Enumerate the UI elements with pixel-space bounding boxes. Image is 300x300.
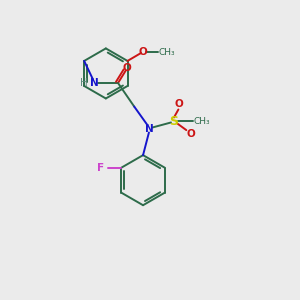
Text: CH₃: CH₃ bbox=[194, 117, 210, 126]
Text: F: F bbox=[97, 163, 104, 173]
Text: N: N bbox=[90, 78, 99, 88]
Text: S: S bbox=[169, 115, 178, 128]
Text: CH₃: CH₃ bbox=[159, 48, 175, 57]
Text: N: N bbox=[145, 124, 153, 134]
Text: O: O bbox=[138, 47, 147, 57]
Text: O: O bbox=[186, 129, 195, 139]
Text: O: O bbox=[174, 99, 183, 109]
Text: O: O bbox=[122, 63, 131, 73]
Text: H: H bbox=[80, 78, 88, 88]
